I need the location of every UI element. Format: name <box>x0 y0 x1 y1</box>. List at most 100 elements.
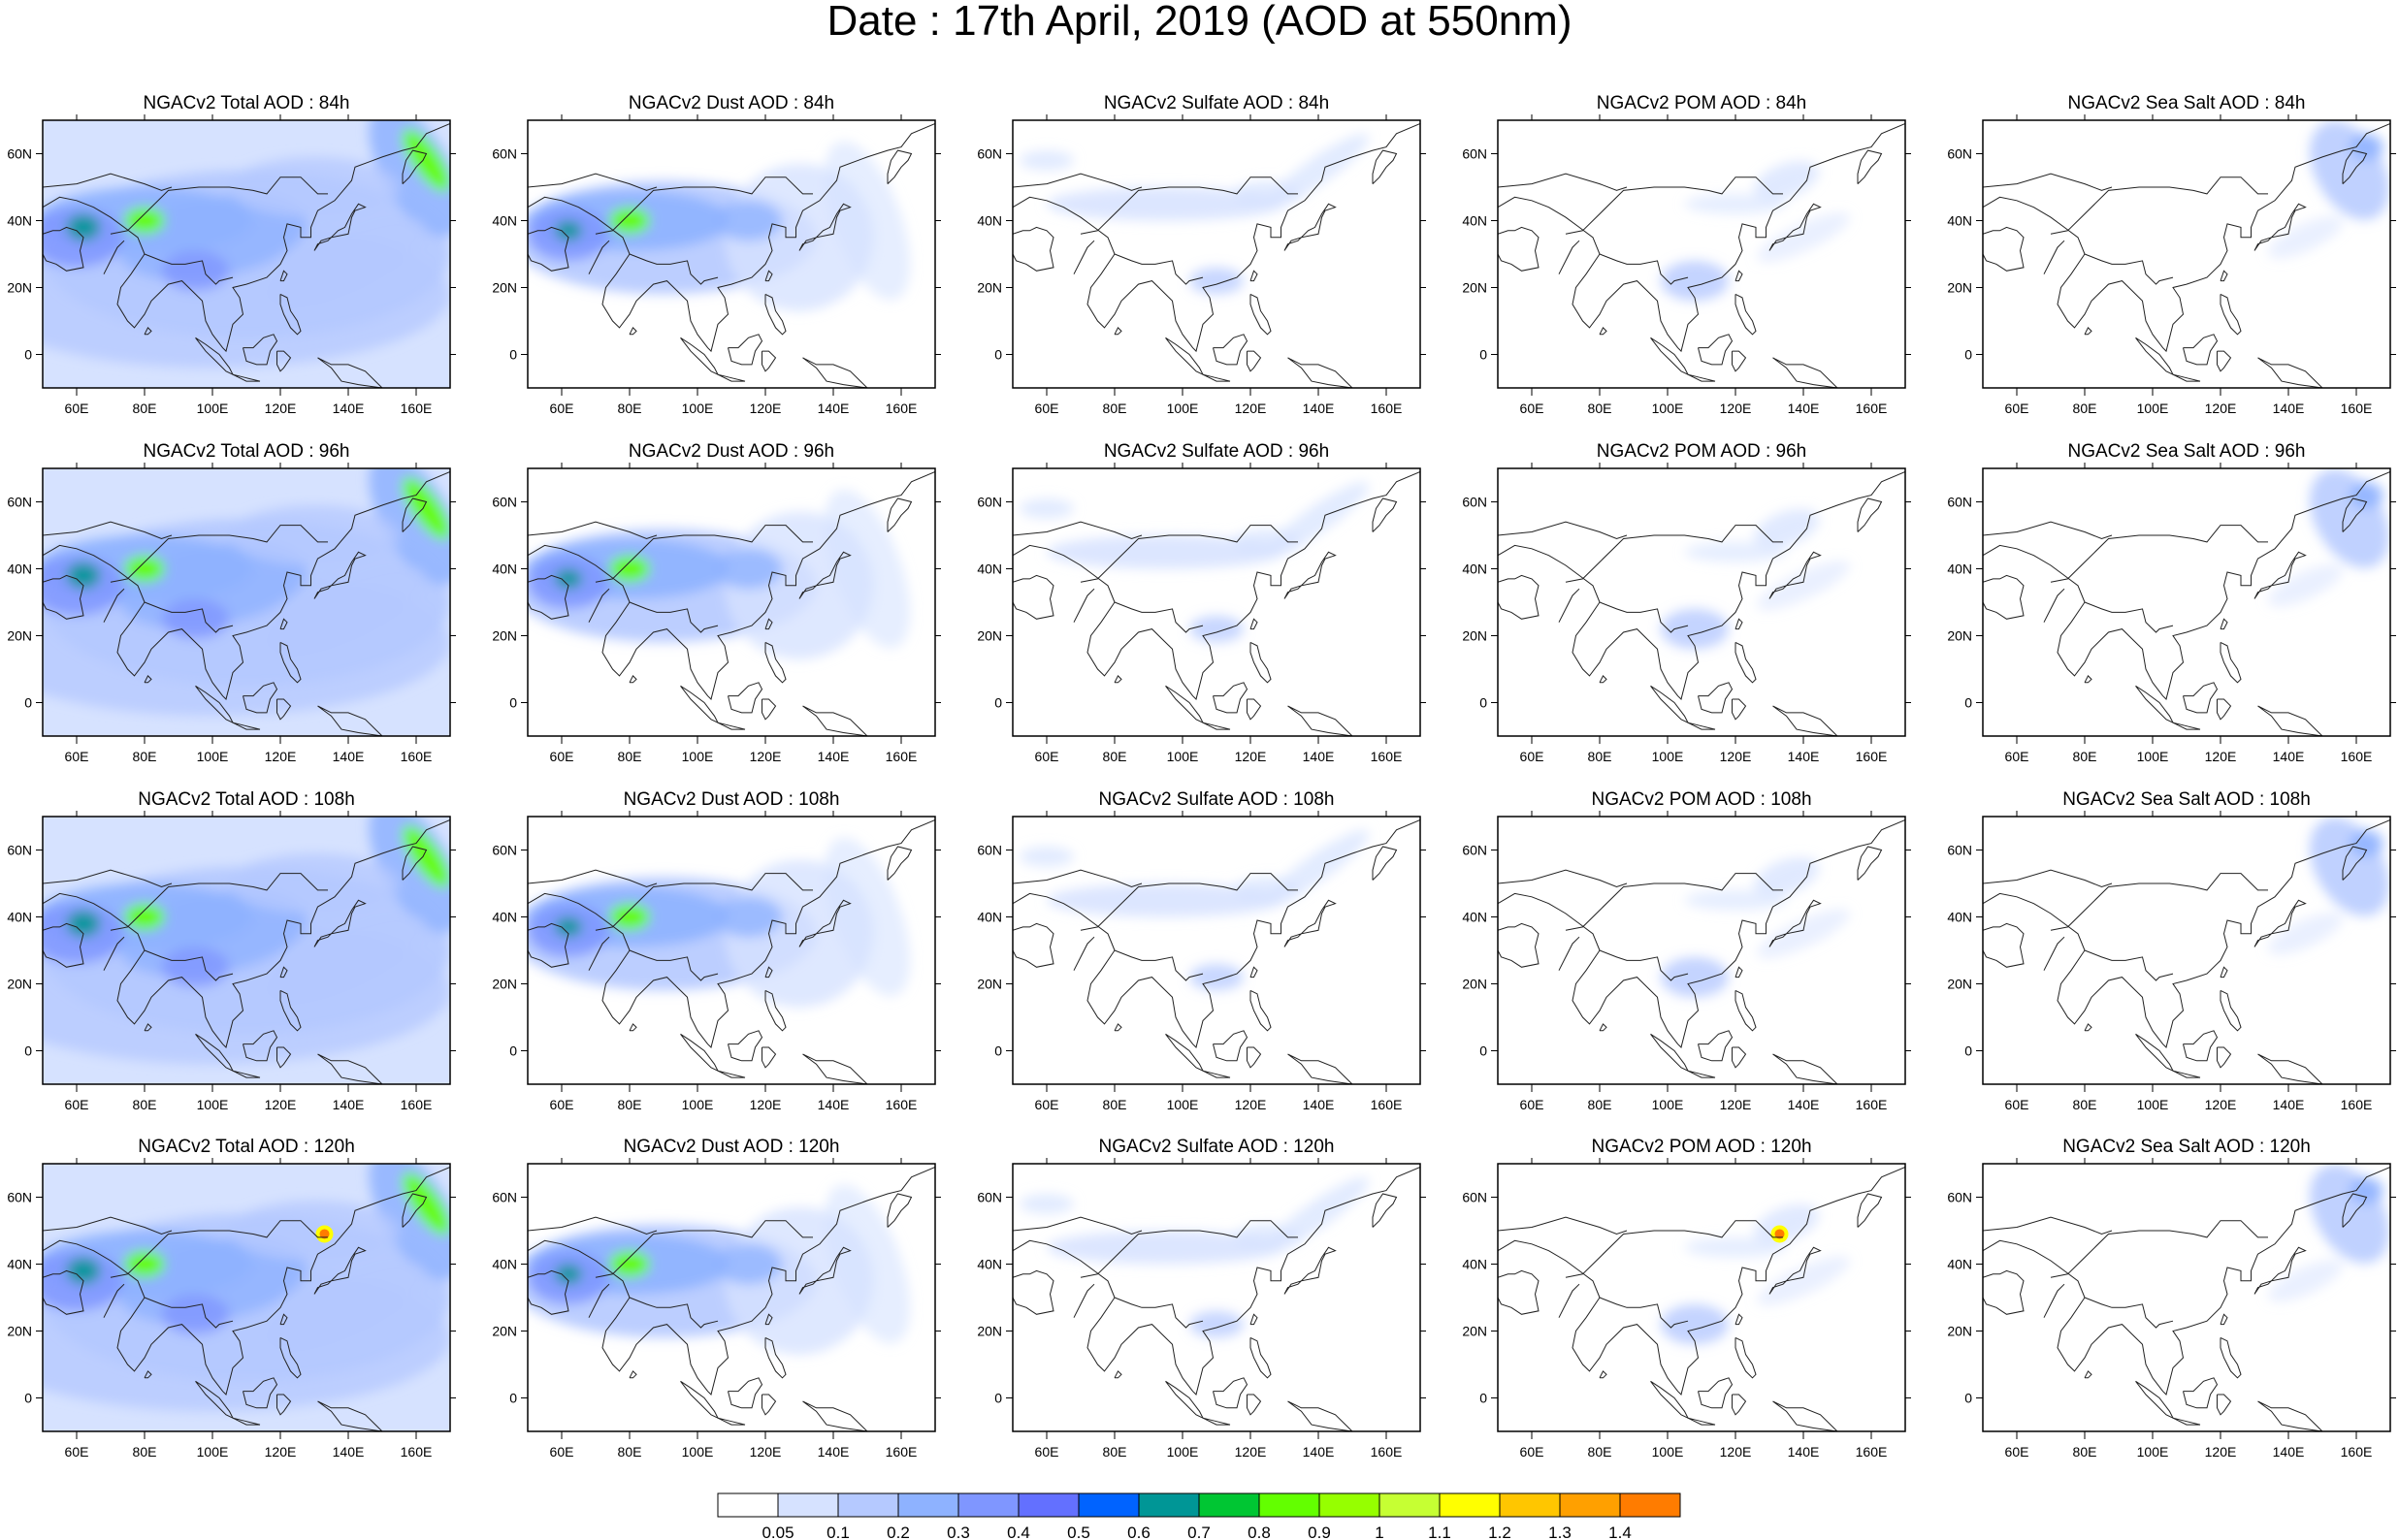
coastline <box>588 1283 610 1318</box>
coastline <box>43 1167 450 1396</box>
coastline <box>528 1216 658 1235</box>
coastline <box>2220 641 2242 684</box>
aod-plumes <box>1661 1203 1850 1345</box>
aod-plume <box>1757 212 1850 263</box>
coastline <box>317 1053 383 1084</box>
aod-plume <box>229 1200 400 1262</box>
lon-tick-label: 80E <box>618 749 642 764</box>
lat-tick-label: 0 <box>1479 1391 1487 1406</box>
coastline <box>2253 1246 2307 1295</box>
coastline <box>1013 521 1143 540</box>
aod-plume <box>1684 889 1787 911</box>
coastline <box>1213 1377 1248 1409</box>
coastline <box>1498 819 1905 1048</box>
aod-plume <box>66 910 101 938</box>
coastline <box>1247 350 1262 372</box>
coastline <box>1372 846 1398 881</box>
coastline <box>1698 682 1734 714</box>
coastline <box>798 551 852 599</box>
aod-plume <box>270 914 427 1001</box>
lon-tick-label: 100E <box>1167 1097 1199 1112</box>
coastlines <box>1498 819 1905 1084</box>
lon-tick-label: 160E <box>886 749 918 764</box>
coastline <box>1287 1053 1353 1084</box>
coastline <box>43 1269 84 1315</box>
lon-tick-label: 160E <box>2341 401 2373 416</box>
lon-tick-label: 140E <box>1788 1444 1820 1460</box>
lon-tick-label: 80E <box>2073 1097 2097 1112</box>
coastline <box>1213 1030 1248 1062</box>
panel-title: NGACv2 Sulfate AOD : 120h <box>1099 1137 1335 1157</box>
colorbar-label: 0.8 <box>1248 1524 1271 1540</box>
lon-tick-label: 80E <box>1103 749 1127 764</box>
figure-title: Date : 17th April, 2019 (AOD at 550nm) <box>827 0 1572 45</box>
lon-tick-label: 100E <box>1652 1097 1684 1112</box>
map-frame <box>1982 119 2391 389</box>
map-frame <box>527 467 936 737</box>
coastline <box>144 1297 234 1329</box>
lon-tick-label: 160E <box>401 1097 433 1112</box>
map-panel-r4-c3: NGACv2 Sulfate AOD : 120h 60E 80E 100E 120E 1… <box>977 1137 1426 1460</box>
lon-tick-label: 160E <box>1371 1097 1403 1112</box>
coastline <box>1565 1220 1783 1278</box>
lat-tick-label: 60N <box>1947 495 1972 510</box>
coastline <box>1558 936 1580 971</box>
map-frame <box>527 816 936 1085</box>
map-panel-r4-c2: NGACv2 Dust AOD : 120h 60E 80E 100E 120E 140E… <box>492 1137 941 1460</box>
coastline <box>1287 357 1353 388</box>
aod-plume <box>1020 150 1074 171</box>
coastline <box>1983 173 2113 191</box>
aod-plumes <box>1661 508 1850 650</box>
lat-tick-label: 40N <box>492 213 517 229</box>
lon-tick-label: 100E <box>2137 401 2169 416</box>
lat-tick-label: 0 <box>994 1043 1002 1059</box>
lat-tick-label: 40N <box>977 561 1002 577</box>
coastline <box>1599 949 1689 981</box>
coastline <box>2220 1313 2228 1326</box>
lat-tick-label: 0 <box>509 1043 517 1059</box>
coastline <box>1772 705 1838 736</box>
coastline <box>1249 1313 1258 1326</box>
lon-tick-label: 160E <box>401 401 433 416</box>
aod-plume <box>2267 913 2344 955</box>
coastline <box>1073 936 1095 971</box>
coastline <box>1732 1046 1747 1069</box>
coastline <box>1249 966 1258 979</box>
coastline <box>1283 899 1337 947</box>
map-frame <box>527 1163 936 1432</box>
coastline <box>798 203 852 251</box>
aod-plume <box>555 220 582 241</box>
aod-plume <box>1661 260 1729 302</box>
coastline <box>887 1193 913 1228</box>
lon-tick-label: 120E <box>750 1444 782 1460</box>
lon-tick-label: 100E <box>1652 401 1684 416</box>
coastline <box>43 521 173 540</box>
coastline <box>717 373 746 382</box>
coastline <box>2220 293 2242 336</box>
aod-plume <box>714 1243 783 1285</box>
aod-plume <box>1233 180 1302 208</box>
coastline <box>1599 253 1689 285</box>
lon-tick-label: 100E <box>1652 1444 1684 1460</box>
lon-tick-label: 120E <box>265 401 297 416</box>
coastline <box>43 869 173 888</box>
lat-tick-label: 40N <box>1947 1257 1972 1272</box>
aod-plume <box>369 120 450 237</box>
aod-plume <box>402 825 450 888</box>
aod-plume <box>369 468 450 585</box>
lon-tick-label: 60E <box>550 749 574 764</box>
coastline <box>1565 873 1783 931</box>
coastlines <box>1983 819 2390 1084</box>
lon-tick-label: 140E <box>1788 1097 1820 1112</box>
lon-tick-label: 60E <box>1520 401 1544 416</box>
coastline <box>1983 1167 2390 1396</box>
colorbar-box <box>1318 1492 1380 1518</box>
lon-tick-label: 160E <box>886 1097 918 1112</box>
lon-tick-label: 80E <box>2073 401 2097 416</box>
coastline <box>762 698 777 721</box>
aod-plume <box>2350 481 2383 509</box>
coastline <box>1283 551 1337 599</box>
lon-tick-label: 80E <box>133 1444 157 1460</box>
aod-plumes <box>2267 817 2389 955</box>
panel-title: NGACv2 Sea Salt AOD : 96h <box>2067 441 2305 462</box>
